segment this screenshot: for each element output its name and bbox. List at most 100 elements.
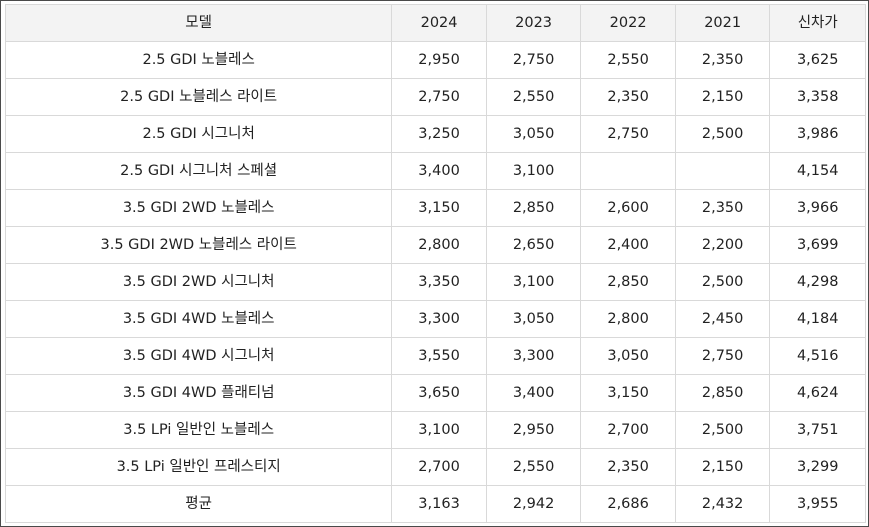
price-2022-cell: 2,350 (580, 448, 676, 486)
table-body: 2.5 GDI 노블레스 2,950 2,750 2,550 2,350 3,625 2.5… (4, 41, 866, 523)
price-2023-cell: 2,942 (485, 485, 582, 523)
price-2024-cell: 3,250 (391, 115, 487, 153)
price-2021-cell: 2,350 (674, 41, 771, 79)
header-new-car-price: 신차가 (769, 4, 866, 42)
price-2021-cell: 2,500 (674, 115, 771, 153)
price-2022-cell: 2,550 (580, 41, 676, 79)
price-2024-cell: 3,163 (391, 485, 487, 523)
price-2023-cell: 2,550 (485, 78, 582, 116)
price-2022-cell: 2,350 (580, 78, 676, 116)
model-cell: 3.5 GDI 4WD 노블레스 (4, 300, 393, 338)
price-2024-cell: 3,550 (391, 337, 487, 375)
price-2022-cell: 2,686 (580, 485, 676, 523)
table-row: 3.5 GDI 4WD 시그니처 3,550 3,300 3,050 2,750 4,51… (4, 337, 866, 375)
price-2022-cell: 3,050 (580, 337, 676, 375)
model-cell: 2.5 GDI 시그니처 스페셜 (4, 152, 393, 190)
price-2023-cell: 2,650 (485, 226, 582, 264)
model-cell: 3.5 GDI 4WD 플래티넘 (4, 374, 393, 412)
table-row: 2.5 GDI 시그니처 3,250 3,050 2,750 2,500 3,986 (4, 115, 866, 153)
price-2024-cell: 3,300 (391, 300, 487, 338)
price-2023-cell: 3,050 (485, 300, 582, 338)
price-2021-cell: 2,500 (674, 411, 771, 449)
price-2024-cell: 2,950 (391, 41, 487, 79)
price-2021-cell: 2,450 (674, 300, 771, 338)
model-cell: 평균 (4, 485, 393, 523)
price-2023-cell: 2,750 (485, 41, 582, 79)
average-row: 평균 3,163 2,942 2,686 2,432 3,955 (4, 485, 866, 523)
new-car-price-cell: 4,516 (769, 337, 866, 375)
new-car-price-cell: 3,986 (769, 115, 866, 153)
price-2022-cell: 2,750 (580, 115, 676, 153)
new-car-price-cell: 3,699 (769, 226, 866, 264)
table-row: 2.5 GDI 노블레스 2,950 2,750 2,550 2,350 3,625 (4, 41, 866, 79)
new-car-price-cell: 3,358 (769, 78, 866, 116)
price-2021-cell: 2,500 (674, 263, 771, 301)
table-row: 2.5 GDI 노블레스 라이트 2,750 2,550 2,350 2,150 3,35… (4, 78, 866, 116)
price-2024-cell: 2,750 (391, 78, 487, 116)
header-year-2021: 2021 (674, 4, 771, 42)
price-2021-cell: 2,350 (674, 189, 771, 227)
price-2024-cell: 3,650 (391, 374, 487, 412)
table-row: 3.5 GDI 4WD 노블레스 3,300 3,050 2,800 2,450 4,18… (4, 300, 866, 338)
price-2024-cell: 3,350 (391, 263, 487, 301)
price-2021-cell: 2,750 (674, 337, 771, 375)
price-2023-cell: 3,100 (485, 152, 582, 190)
model-cell: 2.5 GDI 노블레스 (4, 41, 393, 79)
price-2023-cell: 3,050 (485, 115, 582, 153)
new-car-price-cell: 3,299 (769, 448, 866, 486)
price-2023-cell: 3,300 (485, 337, 582, 375)
model-cell: 3.5 LPi 일반인 프레스티지 (4, 448, 393, 486)
price-2021-cell: 2,850 (674, 374, 771, 412)
price-2024-cell: 2,800 (391, 226, 487, 264)
price-2022-cell (580, 152, 676, 190)
new-car-price-cell: 3,955 (769, 485, 866, 523)
price-2022-cell: 2,800 (580, 300, 676, 338)
price-2023-cell: 3,100 (485, 263, 582, 301)
price-2021-cell: 2,150 (674, 78, 771, 116)
price-2024-cell: 3,100 (391, 411, 487, 449)
price-2023-cell: 3,400 (485, 374, 582, 412)
price-2024-cell: 3,150 (391, 189, 487, 227)
model-cell: 3.5 GDI 2WD 시그니처 (4, 263, 393, 301)
price-2024-cell: 2,700 (391, 448, 487, 486)
new-car-price-cell: 4,154 (769, 152, 866, 190)
price-2023-cell: 2,950 (485, 411, 582, 449)
model-cell: 3.5 GDI 2WD 노블레스 라이트 (4, 226, 393, 264)
new-car-price-cell: 3,751 (769, 411, 866, 449)
table-row: 3.5 GDI 4WD 플래티넘 3,650 3,400 3,150 2,850 4,62… (4, 374, 866, 412)
header-year-2023: 2023 (485, 4, 582, 42)
price-2021-cell (674, 152, 771, 190)
table-row: 3.5 GDI 2WD 노블레스 3,150 2,850 2,600 2,350 3,96… (4, 189, 866, 227)
new-car-price-cell: 3,966 (769, 189, 866, 227)
price-2022-cell: 2,850 (580, 263, 676, 301)
new-car-price-cell: 3,625 (769, 41, 866, 79)
price-2023-cell: 2,850 (485, 189, 582, 227)
model-cell: 2.5 GDI 시그니처 (4, 115, 393, 153)
price-2022-cell: 2,400 (580, 226, 676, 264)
price-2023-cell: 2,550 (485, 448, 582, 486)
header-year-2022: 2022 (580, 4, 676, 42)
used-car-price-table: 모델 2024 2023 2022 2021 신차가 2.5 GDI 노블레스 2… (4, 4, 866, 523)
new-car-price-cell: 4,184 (769, 300, 866, 338)
price-2021-cell: 2,200 (674, 226, 771, 264)
price-2021-cell: 2,432 (674, 485, 771, 523)
header-year-2024: 2024 (391, 4, 487, 42)
new-car-price-cell: 4,298 (769, 263, 866, 301)
price-2022-cell: 2,700 (580, 411, 676, 449)
price-2021-cell: 2,150 (674, 448, 771, 486)
new-car-price-cell: 4,624 (769, 374, 866, 412)
model-cell: 2.5 GDI 노블레스 라이트 (4, 78, 393, 116)
price-2022-cell: 3,150 (580, 374, 676, 412)
table-row: 3.5 LPi 일반인 노블레스 3,100 2,950 2,700 2,500 3,75… (4, 411, 866, 449)
table-header: 모델 2024 2023 2022 2021 신차가 (4, 4, 866, 42)
table-row: 3.5 LPi 일반인 프레스티지 2,700 2,550 2,350 2,150 3,2… (4, 448, 866, 486)
price-2024-cell: 3,400 (391, 152, 487, 190)
table-row: 3.5 GDI 2WD 시그니처 3,350 3,100 2,850 2,500 4,29… (4, 263, 866, 301)
header-row: 모델 2024 2023 2022 2021 신차가 (4, 4, 866, 42)
price-2022-cell: 2,600 (580, 189, 676, 227)
model-cell: 3.5 GDI 2WD 노블레스 (4, 189, 393, 227)
table-row: 3.5 GDI 2WD 노블레스 라이트 2,800 2,650 2,400 2,200… (4, 226, 866, 264)
model-cell: 3.5 LPi 일반인 노블레스 (4, 411, 393, 449)
model-cell: 3.5 GDI 4WD 시그니처 (4, 337, 393, 375)
